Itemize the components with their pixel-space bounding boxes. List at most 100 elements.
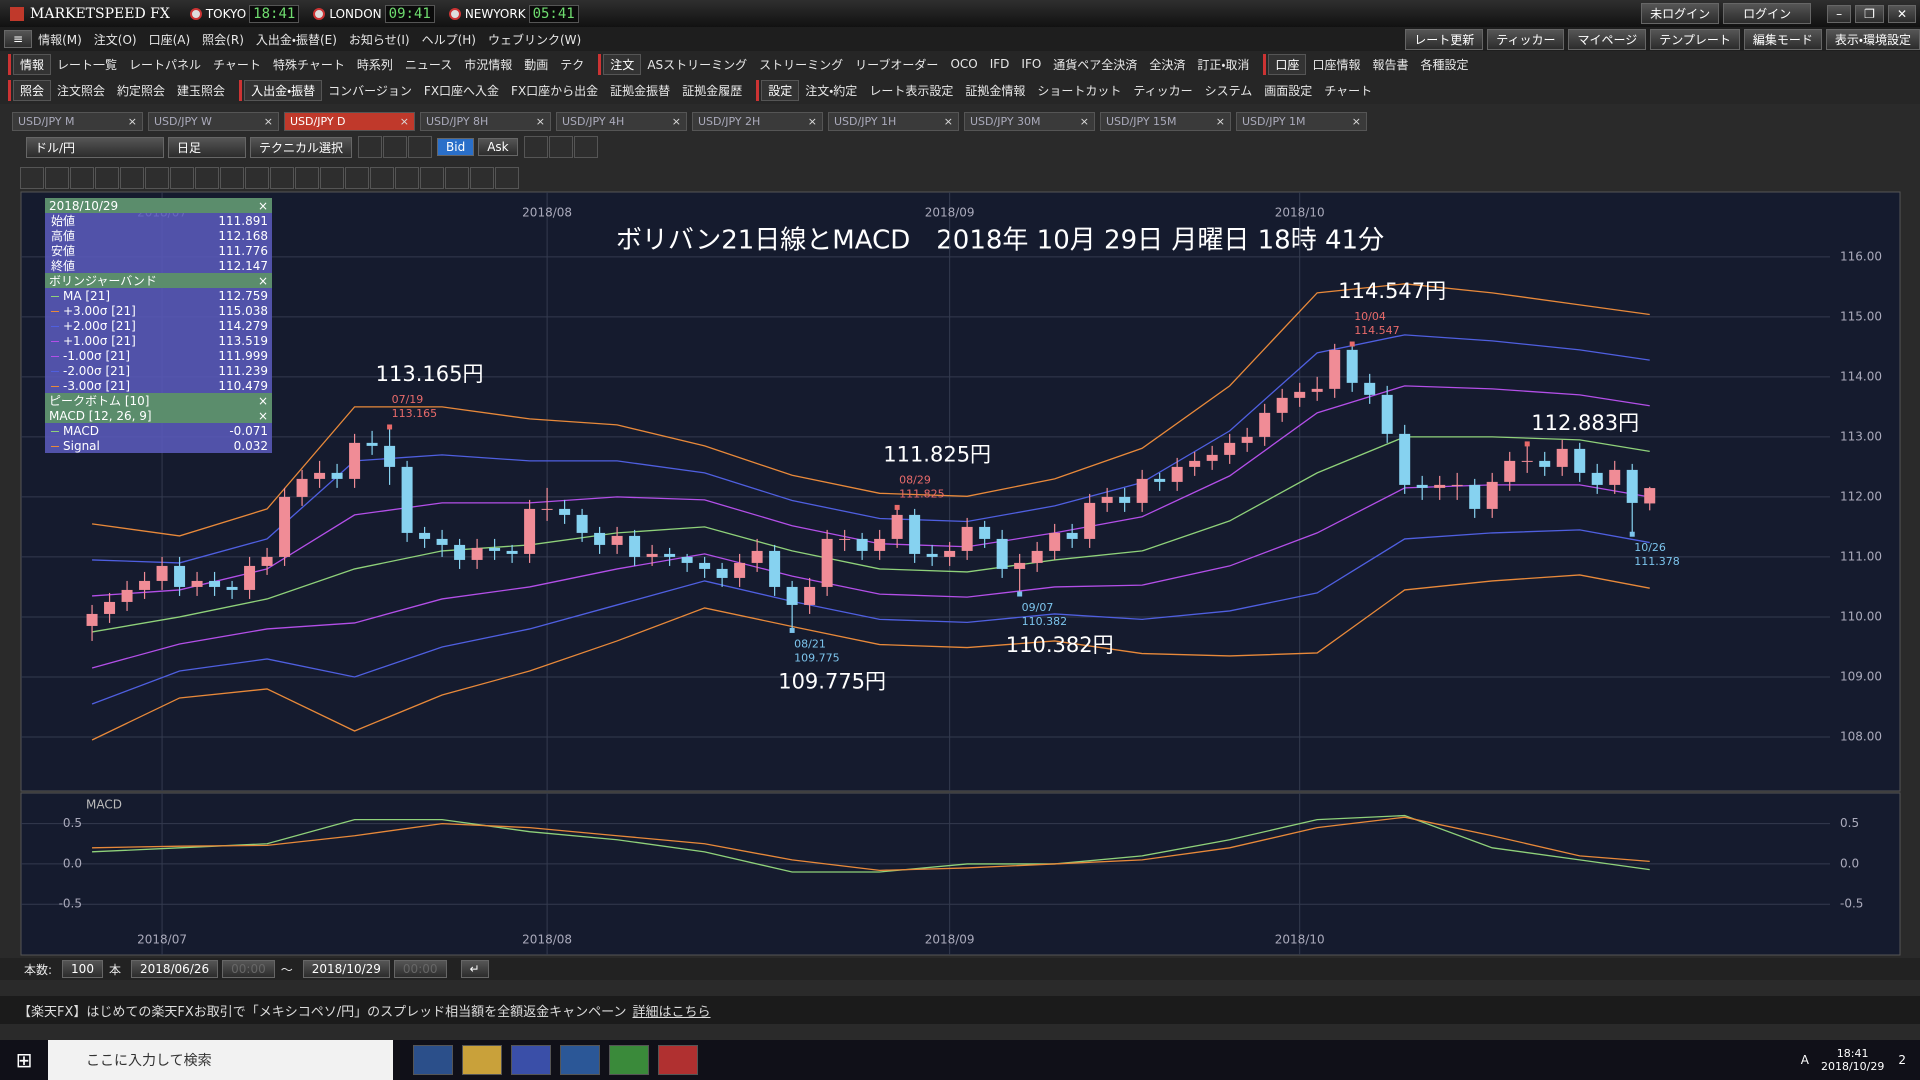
menu-right-item[interactable]: 表示・環境設定 xyxy=(1825,28,1920,50)
toolbar-item[interactable]: ニュース xyxy=(404,57,453,72)
menu-item[interactable]: ヘルプ(H) xyxy=(421,32,476,47)
toolbar-item[interactable]: 口座情報 xyxy=(1312,57,1361,72)
draw-tool[interactable] xyxy=(320,167,344,189)
pair-select[interactable]: ドル/円 xyxy=(26,136,164,158)
draw-tool[interactable] xyxy=(220,167,244,189)
toolbar-item[interactable]: 証拠金履歴 xyxy=(682,84,743,98)
count[interactable]: 100 xyxy=(62,960,103,978)
toolbar-item[interactable]: ASストリーミング xyxy=(647,57,748,72)
toolbar-item[interactable]: ティッカー xyxy=(1133,84,1193,98)
toolbar-item[interactable]: OCO xyxy=(950,57,978,71)
tab[interactable]: USD/JPY 4H × xyxy=(556,112,687,131)
from-time[interactable]: 00:00 xyxy=(222,960,275,978)
login-status[interactable]: 未ログイン xyxy=(1641,3,1720,24)
toolbar-item[interactable]: FX口座へ入金 xyxy=(423,84,500,98)
draw-tool[interactable] xyxy=(245,167,269,189)
tool[interactable] xyxy=(548,136,573,158)
toolbar-item[interactable]: リーブオーダー xyxy=(855,57,939,72)
menu-item[interactable]: お知らせ(I) xyxy=(348,32,410,47)
draw-tool[interactable] xyxy=(370,167,394,189)
tab[interactable]: USD/JPY 2H × xyxy=(692,112,823,131)
tab[interactable]: USD/JPY 30M × xyxy=(964,112,1095,131)
tool[interactable] xyxy=(573,136,598,158)
draw-tool[interactable] xyxy=(20,167,44,189)
toolbar-item[interactable]: チャート xyxy=(1324,84,1373,98)
toolbar-item[interactable]: 通貨ペア全決済 xyxy=(1053,57,1138,72)
toolbar-group-head[interactable]: 情報 xyxy=(13,53,52,75)
tab[interactable]: USD/JPY 1H × xyxy=(828,112,959,131)
tab[interactable]: USD/JPY 1M × xyxy=(1236,112,1367,131)
toolbar-item[interactable]: 時系列 xyxy=(356,57,393,72)
draw-tool[interactable] xyxy=(270,167,294,189)
ime[interactable]: A xyxy=(1800,1053,1809,1067)
menu-item[interactable]: ウェブリンク(W) xyxy=(487,32,582,47)
app-icon[interactable] xyxy=(560,1045,600,1075)
app-icon[interactable] xyxy=(413,1045,453,1075)
toolbar-item[interactable]: レート一覧 xyxy=(57,57,118,72)
reload[interactable]: ↵ xyxy=(460,960,489,978)
tab-close[interactable]: × xyxy=(399,115,409,128)
info-close[interactable]: × xyxy=(257,198,268,213)
ask-button[interactable]: Ask xyxy=(478,138,518,156)
toolbar-item[interactable]: 注文・約定 xyxy=(805,84,858,98)
toolbar-item[interactable]: レート表示設定 xyxy=(869,84,954,98)
menu-item[interactable]: 照会(R) xyxy=(202,32,244,47)
menu-right-item[interactable]: テンプレート xyxy=(1650,28,1740,50)
toolbar-item[interactable]: 証拠金振替 xyxy=(610,84,671,98)
toolbar-group-head[interactable]: 口座 xyxy=(1268,53,1307,75)
toolbar-item[interactable]: ストリーミング xyxy=(759,57,844,72)
toolbar-group-head[interactable]: 入出金・振替 xyxy=(244,80,323,101)
close[interactable]: ✕ xyxy=(1887,4,1916,23)
draw-tool[interactable] xyxy=(420,167,444,189)
toolbar-item[interactable]: 市況情報 xyxy=(464,57,513,72)
tab-close[interactable]: × xyxy=(127,115,137,128)
tab-close[interactable]: × xyxy=(671,115,681,128)
draw-tool[interactable] xyxy=(170,167,194,189)
search[interactable]: ここに入力して検索 xyxy=(48,1040,393,1080)
menu-right-item[interactable]: レート更新 xyxy=(1405,28,1484,50)
tab[interactable]: USD/JPY 15M × xyxy=(1100,112,1231,131)
tool[interactable] xyxy=(358,136,383,158)
toolbar-item[interactable]: 注文照会 xyxy=(57,84,106,98)
period-select[interactable]: 日足 xyxy=(168,136,246,158)
app-icon[interactable] xyxy=(609,1045,649,1075)
menu-icon[interactable]: ≡ xyxy=(4,30,33,48)
draw-tool[interactable] xyxy=(70,167,94,189)
toolbar-item[interactable]: 画面設定 xyxy=(1264,84,1313,98)
toolbar-item[interactable]: システム xyxy=(1204,84,1253,98)
tab[interactable]: USD/JPY W × xyxy=(148,112,279,131)
start[interactable]: ⊞ xyxy=(15,1048,33,1072)
toolbar-group-head[interactable]: 注文 xyxy=(603,53,642,75)
tech-select[interactable]: テクニカル選択 xyxy=(250,136,353,158)
bid-button[interactable]: Bid xyxy=(437,138,475,156)
maximize[interactable]: ❐ xyxy=(1855,4,1884,23)
app-icon[interactable] xyxy=(658,1045,698,1075)
tab[interactable]: USD/JPY D × xyxy=(284,112,415,131)
info-close[interactable]: × xyxy=(257,273,268,288)
toolbar-group-head[interactable]: 設定 xyxy=(761,80,800,101)
toolbar-item[interactable]: 特殊チャート xyxy=(272,57,345,72)
toolbar-item[interactable]: 全決済 xyxy=(1149,57,1186,72)
app-icon[interactable] xyxy=(511,1045,551,1075)
draw-tool[interactable] xyxy=(470,167,494,189)
draw-tool[interactable] xyxy=(345,167,369,189)
login-button[interactable]: ログイン xyxy=(1723,3,1812,24)
menu-right-item[interactable]: 編集モード xyxy=(1743,28,1822,50)
tab[interactable]: USD/JPY M × xyxy=(12,112,143,131)
tool[interactable] xyxy=(523,136,548,158)
toolbar-item[interactable]: レートパネル xyxy=(129,57,202,72)
toolbar-item[interactable]: コンバージョン xyxy=(328,84,412,98)
draw-tool[interactable] xyxy=(120,167,144,189)
toolbar-item[interactable]: 動画 xyxy=(524,57,549,72)
minimize[interactable]: – xyxy=(1827,4,1852,23)
draw-tool[interactable] xyxy=(145,167,169,189)
app-icon[interactable] xyxy=(462,1045,502,1075)
menu-right-item[interactable]: マイページ xyxy=(1568,28,1647,50)
menu-item[interactable]: 注文(O) xyxy=(93,32,137,47)
toolbar-item[interactable]: ショートカット xyxy=(1037,84,1122,98)
toolbar-item[interactable]: 建玉照会 xyxy=(177,84,226,98)
menu-item[interactable]: 情報(M) xyxy=(38,32,82,47)
toolbar-group-head[interactable]: 照会 xyxy=(13,80,52,101)
tool[interactable] xyxy=(383,136,408,158)
toolbar-item[interactable]: テク xyxy=(560,57,585,72)
